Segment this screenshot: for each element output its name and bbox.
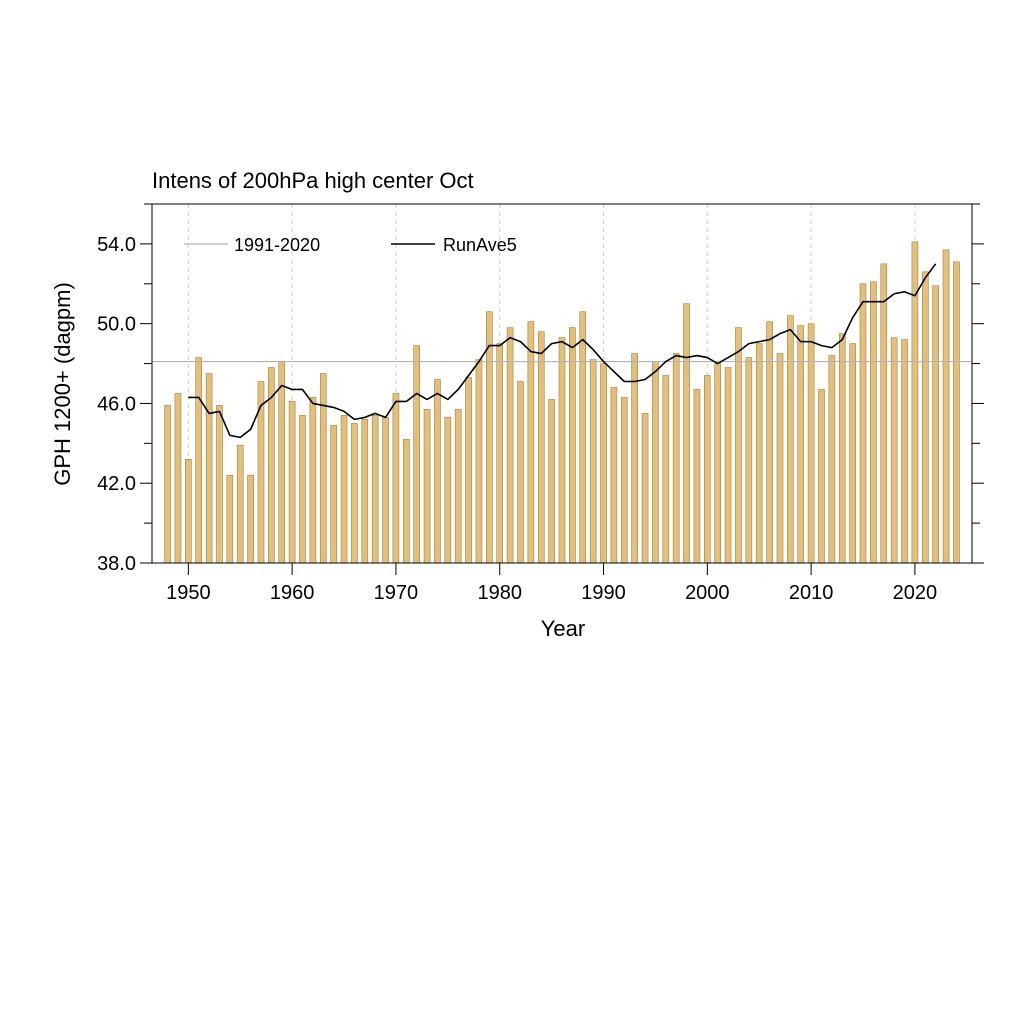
bar xyxy=(942,249,950,564)
x-tick-label: 2020 xyxy=(893,582,938,604)
bar xyxy=(641,413,649,564)
bar xyxy=(423,409,431,564)
bar xyxy=(652,361,659,564)
x-tick-label: 1990 xyxy=(581,582,626,604)
bar xyxy=(704,375,711,564)
bar xyxy=(610,387,618,564)
bar xyxy=(880,263,888,564)
x-tick-label: 1970 xyxy=(374,582,419,604)
bar xyxy=(195,357,203,564)
legend-label-climatology: 1991-2020 xyxy=(234,235,320,255)
bar xyxy=(870,281,877,564)
bar xyxy=(672,353,680,564)
x-axis-title: Year xyxy=(541,616,585,641)
bar xyxy=(849,343,856,564)
bar xyxy=(662,375,670,564)
bar xyxy=(859,283,867,564)
bar xyxy=(953,261,960,564)
bar xyxy=(351,423,358,564)
legend-label-running-mean: RunAve5 xyxy=(443,235,517,255)
bar xyxy=(174,393,182,564)
bar xyxy=(818,389,825,564)
legend: 1991-2020 RunAve5 xyxy=(184,235,517,255)
bar xyxy=(340,415,348,564)
bar xyxy=(288,401,296,564)
y-tick-label: 50.0 xyxy=(97,314,136,336)
bar xyxy=(185,458,192,564)
bar xyxy=(434,379,441,564)
bar xyxy=(735,327,742,564)
bar xyxy=(361,419,369,564)
bar xyxy=(838,333,846,564)
chart-title: Intens of 200hPa high center Oct xyxy=(152,168,474,193)
y-tick-label: 42.0 xyxy=(97,473,136,495)
x-tick-label: 1980 xyxy=(477,582,522,604)
running-mean-line xyxy=(188,263,937,439)
bar xyxy=(807,323,815,564)
bar xyxy=(392,393,400,564)
bar xyxy=(371,415,379,564)
bar xyxy=(517,381,524,564)
x-tick-label: 1960 xyxy=(270,582,315,604)
bar xyxy=(205,373,213,564)
x-tick-label: 1950 xyxy=(166,582,211,604)
bar xyxy=(600,363,607,564)
bar xyxy=(454,409,462,564)
bar xyxy=(776,353,784,564)
bar xyxy=(579,311,587,564)
bar xyxy=(537,331,545,564)
y-tick-label: 38.0 xyxy=(97,553,136,575)
bar xyxy=(496,343,504,564)
bar xyxy=(683,303,690,564)
bar xyxy=(216,405,223,564)
y-tick-label: 46.0 xyxy=(97,393,136,415)
bar xyxy=(714,363,722,564)
plot-frame-layer: 38.0 42.0 46.0 50.0 54.0 1950 1960 1970 1980 1990… xyxy=(97,203,984,604)
bar xyxy=(444,417,452,564)
bar xyxy=(465,377,472,564)
running-mean-layer xyxy=(188,263,937,439)
bar xyxy=(299,415,306,564)
bar xyxy=(631,353,638,564)
bar xyxy=(548,399,555,564)
bar xyxy=(527,321,535,564)
bar xyxy=(932,285,939,564)
bar xyxy=(569,327,576,564)
bar xyxy=(402,439,410,564)
bar xyxy=(330,425,337,564)
bar xyxy=(164,405,171,564)
bar xyxy=(382,417,389,564)
bar xyxy=(787,315,794,564)
bar xyxy=(911,241,919,564)
bar xyxy=(755,343,763,564)
bar xyxy=(558,337,566,564)
bar xyxy=(475,359,483,564)
plot-frame xyxy=(151,203,973,564)
bar xyxy=(413,345,420,564)
bar xyxy=(724,367,732,564)
bar xyxy=(589,359,597,564)
bar xyxy=(766,321,773,564)
bars-layer xyxy=(164,241,960,564)
bar xyxy=(247,474,254,564)
x-tick-label: 2010 xyxy=(789,582,834,604)
bar xyxy=(890,337,898,564)
bar xyxy=(620,397,628,564)
bar xyxy=(901,339,908,564)
bar xyxy=(693,389,701,564)
bar xyxy=(506,327,514,564)
bar xyxy=(319,373,327,564)
bar xyxy=(309,397,317,564)
y-axis-title: GPH 1200+ (dagpm) xyxy=(50,282,75,486)
bar xyxy=(828,355,836,564)
bar xyxy=(236,445,244,564)
x-tick-label: 2000 xyxy=(685,582,730,604)
bar xyxy=(278,361,286,564)
y-tick-label: 54.0 xyxy=(97,234,136,256)
bar xyxy=(745,357,753,564)
bar xyxy=(226,474,234,564)
bar xyxy=(921,271,929,564)
